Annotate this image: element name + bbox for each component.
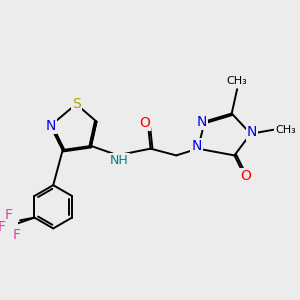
Text: O: O bbox=[139, 116, 150, 130]
Text: O: O bbox=[240, 169, 251, 183]
Text: N: N bbox=[191, 139, 202, 153]
Text: CH₃: CH₃ bbox=[227, 76, 248, 86]
Text: N: N bbox=[247, 125, 257, 140]
Text: N: N bbox=[45, 119, 56, 133]
Text: CH₃: CH₃ bbox=[275, 125, 296, 135]
Text: F: F bbox=[5, 208, 13, 222]
Text: F: F bbox=[0, 220, 6, 234]
Text: S: S bbox=[72, 97, 81, 111]
Text: NH: NH bbox=[110, 154, 129, 167]
Text: N: N bbox=[196, 115, 207, 129]
Text: F: F bbox=[13, 228, 21, 242]
